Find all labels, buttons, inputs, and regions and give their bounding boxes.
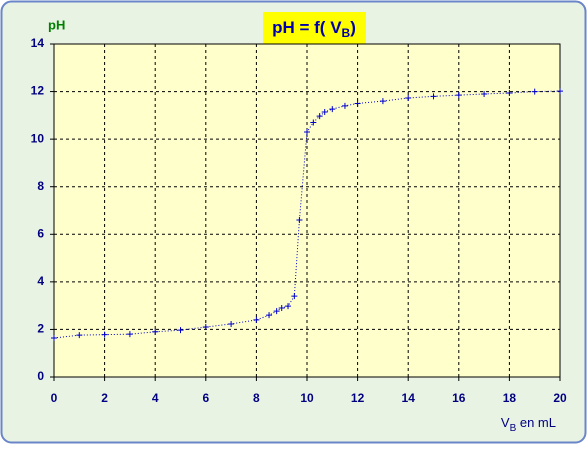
data-point [430,93,437,100]
x-tick-label: 20 [553,391,567,405]
x-label-end: en mL [516,415,556,430]
data-point [481,90,488,97]
data-point [506,89,513,96]
data-point [126,331,133,338]
y-tick-label: 2 [37,322,44,336]
data-point [228,320,235,327]
x-tick-label: 16 [452,391,466,405]
data-point [101,331,108,338]
title-end: ) [350,18,356,37]
data-point [76,332,83,339]
x-label-sub: B [510,423,517,434]
x-tick-label: 18 [503,391,517,405]
data-point [405,94,412,101]
data-point [278,305,285,312]
data-point [296,217,303,224]
x-label-main: V [501,415,510,430]
title-box [263,12,366,44]
y-tick-label: 6 [37,226,44,240]
x-tick-label: 4 [152,391,159,405]
data-point [354,100,361,107]
x-tick-label: 12 [351,391,365,405]
data-point [266,312,273,319]
data-point [329,106,336,113]
data-point [177,327,184,334]
data-point [285,303,292,310]
x-tick-label: 8 [253,391,260,405]
data-point [152,328,159,335]
x-tick-label: 2 [101,391,108,405]
data-point [51,334,57,341]
data-point [557,88,563,95]
curve [53,90,561,339]
data-point [455,92,462,99]
data-point [253,316,260,323]
data-point [341,102,348,109]
data-point [291,293,298,300]
x-tick-label: 14 [402,391,416,405]
y-tick-label: 12 [31,84,45,98]
y-axis-label: pH [48,17,65,32]
y-tick-label: 8 [37,179,44,193]
data-point [531,88,538,95]
data-point [310,119,317,126]
data-point [379,98,386,105]
data-point [304,129,310,136]
y-tick-label: 4 [37,274,44,288]
x-tick-label: 10 [300,391,314,405]
chart-title: pH = f( VB) [272,18,356,40]
x-tick-label: 0 [51,391,58,405]
y-tick-label: 10 [31,131,45,145]
x-tick-label: 6 [202,391,209,405]
data-point [202,324,209,331]
title-main: pH = f( V [272,18,342,37]
data-point [316,113,323,120]
y-tick-label: 0 [37,369,44,383]
y-tick-label: 14 [31,36,45,50]
title-sub: B [342,26,351,40]
data-point [321,109,328,116]
x-axis-label: VB en mL [501,415,556,433]
data-point [273,308,280,315]
